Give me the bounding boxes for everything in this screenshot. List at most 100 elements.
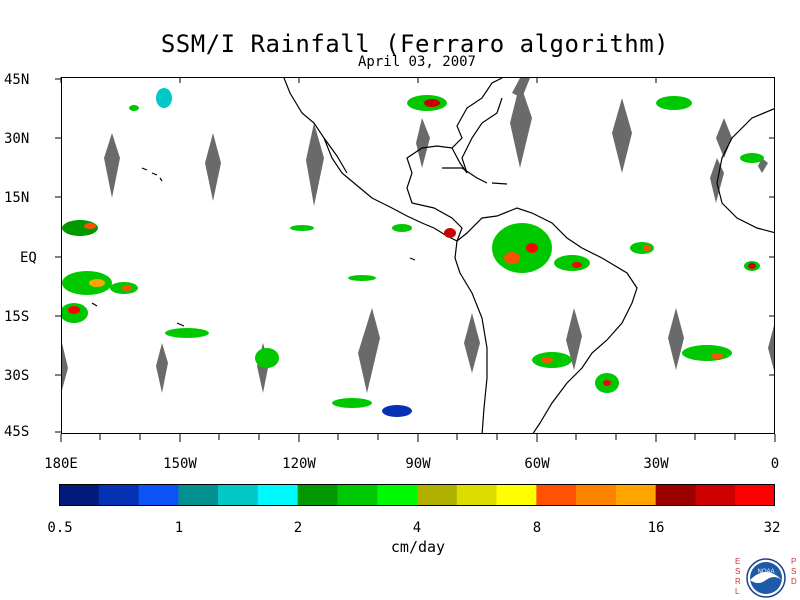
noaa-bird-icon [750, 572, 782, 583]
orbit-gap [512, 78, 530, 98]
lon-label-120w: 120W [282, 456, 316, 472]
colorbar-swatch [417, 484, 458, 506]
colorbar-swatch [297, 484, 338, 506]
coastline-islands [91, 302, 185, 327]
colorbar-swatch [138, 484, 179, 506]
rain-patch [156, 88, 172, 108]
orbit-gap [566, 308, 582, 370]
lon-label-90w: 90W [405, 456, 431, 472]
rain-patch [643, 245, 651, 251]
logo-letter-left: R [735, 577, 741, 586]
lon-label-150w: 150W [163, 456, 197, 472]
orbit-gap [416, 118, 430, 168]
map-date: April 03, 2007 [357, 54, 476, 70]
rain-patch [656, 96, 692, 110]
map-title: SSM/I Rainfall (Ferraro algorithm) [160, 30, 670, 58]
rain-patch [424, 99, 440, 107]
coastline-florida [451, 97, 503, 174]
orbit-gap [156, 343, 168, 393]
colorbar-label: 2 [293, 520, 303, 536]
lon-label-30w: 30W [643, 456, 669, 472]
orbit-gap [464, 313, 480, 373]
colorbar-swatch [496, 484, 537, 506]
coastline-sa-west [454, 240, 488, 433]
orbit-gaps [62, 78, 774, 393]
colorbar-swatch [59, 484, 100, 506]
rain-patch [504, 252, 520, 264]
orbit-gap [62, 343, 68, 390]
rain-patch [572, 262, 582, 268]
orbit-gap [668, 308, 684, 370]
rain-patch [129, 105, 139, 111]
rainfall-map [61, 77, 775, 434]
coastline-africa [716, 108, 774, 234]
orbit-gap [716, 118, 732, 158]
orbit-gap [104, 133, 120, 198]
orbit-gap [205, 133, 221, 201]
rain-patch [165, 328, 209, 338]
rain-patch [630, 242, 654, 254]
rain-patch [392, 224, 412, 232]
colorbar-swatch [536, 484, 577, 506]
lon-label-0: 0 [770, 456, 780, 472]
logo-letter-left: L [735, 587, 740, 596]
colorbar-swatch [735, 484, 775, 506]
rain-patch [554, 255, 590, 271]
rain-patch [740, 153, 764, 163]
colorbar-label: 4 [412, 520, 422, 536]
lat-label-15n: 15N [4, 190, 30, 206]
coastline-cuba [442, 167, 488, 184]
orbit-gap [612, 98, 632, 173]
rainfall-patches [62, 88, 764, 417]
colorbar-swatch [178, 484, 219, 506]
rain-patch [711, 353, 723, 359]
lat-label-45s: 45S [4, 424, 30, 440]
colorbar-swatch [218, 484, 259, 506]
colorbar-swatch [98, 484, 140, 506]
rain-patch [89, 279, 105, 287]
colorbar-label: 1 [174, 520, 184, 536]
rain-patch [348, 275, 376, 281]
logo-letter-left: S [735, 567, 740, 576]
logo-letter-right: D [791, 577, 797, 586]
colorbar-swatch [377, 484, 418, 506]
rain-patch [748, 263, 756, 269]
colorbar-label: 0.5 [47, 520, 73, 536]
coastline-na-west [283, 78, 458, 242]
colorbar-swatch [257, 484, 299, 506]
orbit-gap [358, 308, 380, 393]
lat-label-15s: 15S [4, 309, 30, 325]
coastline-sa-east [456, 207, 638, 433]
noaa-emblem-text: NOAA [757, 569, 774, 575]
rain-patch [84, 223, 96, 229]
rain-patch [541, 357, 553, 363]
rain-patch [382, 405, 412, 417]
colorbar-swatch [456, 484, 498, 506]
colorbar-swatch [655, 484, 696, 506]
rain-patch [62, 271, 112, 295]
orbit-gap [510, 83, 532, 168]
colorbar-swatch [695, 484, 736, 506]
rain-patch [68, 306, 80, 314]
coastline-gulf [406, 78, 503, 242]
rain-patch [526, 243, 538, 253]
lat-label-30n: 30N [4, 131, 30, 147]
colorbar-swatch [576, 484, 617, 506]
coastline-hispaniola [491, 182, 508, 185]
colorbar-units: cm/day [390, 538, 446, 556]
map-ticks [55, 77, 776, 442]
rain-patch [332, 398, 372, 408]
noaa-logo: E S R L P S D NOAA [735, 557, 797, 598]
orbit-gap [768, 325, 774, 371]
lat-label-30s: 30S [4, 368, 30, 384]
colorbar-border [59, 484, 775, 506]
lon-label-180e: 180E [44, 456, 78, 472]
logo-letter-left: E [735, 557, 740, 566]
rain-patch [290, 225, 314, 231]
logo-letter-right: S [791, 567, 796, 576]
colorbar-swatch [615, 484, 657, 506]
colorbar-swatch [337, 484, 378, 506]
rain-patch [444, 228, 456, 238]
colorbar [59, 484, 775, 506]
colorbar-label: 16 [647, 520, 665, 536]
